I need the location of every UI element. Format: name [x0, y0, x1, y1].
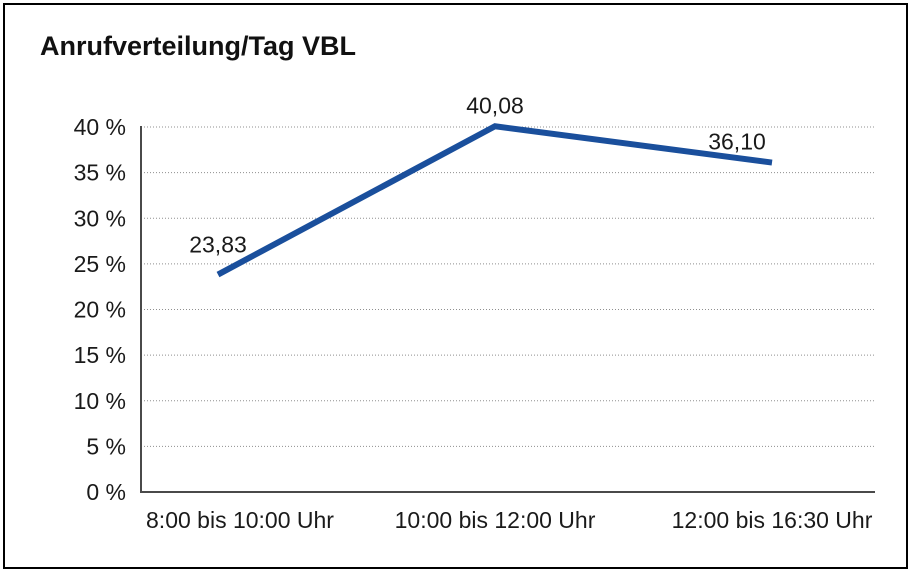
y-axis-tick-label: 10 % [74, 388, 126, 414]
y-axis-tick-label: 5 % [86, 433, 126, 459]
x-axis-category-label: 10:00 bis 12:00 Uhr [395, 507, 596, 533]
y-axis-tick-label: 20 % [74, 297, 126, 323]
y-axis-tick-label: 35 % [74, 160, 126, 186]
x-axis-category-label: 8:00 bis 10:00 Uhr [146, 507, 334, 533]
y-axis-tick-label: 30 % [74, 205, 126, 231]
data-line-series [216, 123, 773, 278]
y-axis-tick-label: 25 % [74, 251, 126, 277]
y-axis-tick-label: 0 % [86, 479, 126, 505]
data-point-label: 36,10 [708, 129, 766, 155]
chart-title: Anrufverteilung/Tag VBL [40, 31, 357, 61]
y-axis-tick-label: 40 % [74, 114, 126, 140]
x-axis-category-label: 12:00 bis 16:30 Uhr [672, 507, 873, 533]
chart-frame-border [3, 3, 908, 569]
data-point-label: 23,83 [189, 232, 247, 258]
y-axis-tick-label: 15 % [74, 342, 126, 368]
data-point-label: 40,08 [466, 92, 524, 118]
